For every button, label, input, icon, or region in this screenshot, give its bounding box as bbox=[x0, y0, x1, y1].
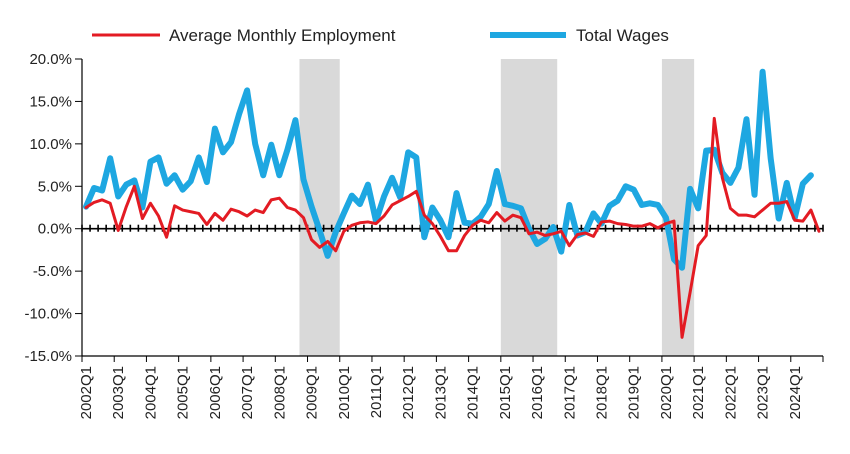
x-tick-label: 2003Q1 bbox=[110, 366, 127, 419]
x-tick-label: 2024Q1 bbox=[787, 366, 804, 419]
x-tick-label: 2023Q1 bbox=[755, 366, 772, 419]
y-tick-label: 0.0% bbox=[38, 221, 72, 238]
y-tick-label: 15.0% bbox=[29, 93, 72, 110]
x-tick-label: 2014Q1 bbox=[465, 366, 482, 419]
x-tick-label: 2002Q1 bbox=[78, 366, 95, 419]
x-tick-label: 2006Q1 bbox=[207, 366, 224, 419]
legend-label-employment: Average Monthly Employment bbox=[169, 26, 396, 45]
series-line-total-wages bbox=[83, 68, 814, 271]
y-tick-label: 20.0% bbox=[29, 51, 72, 68]
y-tick-label: -15.0% bbox=[24, 348, 72, 365]
x-tick-label: 2010Q1 bbox=[336, 366, 353, 419]
x-tick-label: 2020Q1 bbox=[658, 366, 675, 419]
x-axis-ticks: 2002Q1 2003Q1 2004Q1 2005Q1 2006Q1 2007Q1 2008… bbox=[78, 356, 824, 419]
x-tick-label: 2021Q1 bbox=[690, 366, 707, 419]
legend-label-total-wages: Total Wages bbox=[576, 26, 669, 45]
x-tick-label: 2008Q1 bbox=[271, 366, 288, 419]
x-tick-label: 2004Q1 bbox=[142, 366, 159, 419]
x-tick-label: 2015Q1 bbox=[497, 366, 514, 419]
x-tick-label: 2013Q1 bbox=[432, 366, 449, 419]
x-tick-label: 2018Q1 bbox=[594, 366, 611, 419]
x-tick-label: 2005Q1 bbox=[175, 366, 192, 419]
y-tick-label: -10.0% bbox=[24, 306, 72, 323]
x-tick-label: 2016Q1 bbox=[529, 366, 546, 419]
recession-band-1 bbox=[299, 59, 340, 356]
x-tick-label: 2012Q1 bbox=[400, 366, 417, 419]
legend: Average Monthly Employment Total Wages bbox=[92, 26, 669, 45]
x-tick-label: 2007Q1 bbox=[239, 366, 256, 419]
x-tick-label: 2017Q1 bbox=[561, 366, 578, 419]
x-tick-label: 2011Q1 bbox=[368, 366, 385, 418]
x-tick-label: 2009Q1 bbox=[304, 366, 321, 419]
y-tick-label: -5.0% bbox=[33, 263, 72, 280]
x-tick-label: 2019Q1 bbox=[626, 366, 643, 419]
x-tick-label: 2022Q1 bbox=[722, 366, 739, 419]
series-lines bbox=[83, 68, 821, 339]
series-line-employment bbox=[84, 116, 821, 339]
recession-bands bbox=[299, 59, 695, 356]
y-axis-ticks: 20.0% 15.0% 10.0% 5.0% 0.0% -5.0% -10.0% -15.0% bbox=[24, 51, 82, 365]
y-tick-label: 10.0% bbox=[29, 136, 72, 153]
y-tick-label: 5.0% bbox=[38, 178, 72, 195]
